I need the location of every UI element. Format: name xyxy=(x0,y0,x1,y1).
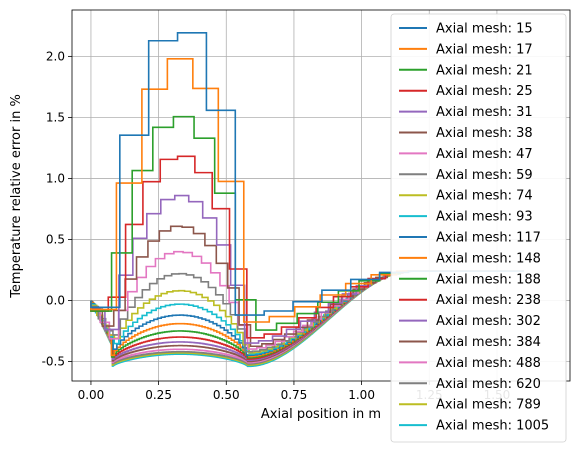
legend-label: Axial mesh: 31 xyxy=(436,105,533,120)
x-tick-label: 0.00 xyxy=(78,388,105,402)
plot-frame xyxy=(71,9,571,382)
legend-label: Axial mesh: 25 xyxy=(436,84,533,99)
legend-label: Axial mesh: 15 xyxy=(436,22,533,37)
x-tick-label: 1.00 xyxy=(348,388,375,402)
legend-label: Axial mesh: 384 xyxy=(436,335,541,350)
y-tick-label: 2.0 xyxy=(46,49,65,63)
legend-label: Axial mesh: 789 xyxy=(436,398,541,413)
legend-label: Axial mesh: 148 xyxy=(436,251,541,266)
y-tick-label: 1.0 xyxy=(46,171,65,185)
legend-label: Axial mesh: 21 xyxy=(436,63,533,78)
legend-label: Axial mesh: 488 xyxy=(436,356,541,371)
x-tick-label: 0.50 xyxy=(213,388,240,402)
y-axis-label: Temperature relative error in % xyxy=(9,94,24,299)
y-tick-label: 0.0 xyxy=(46,293,65,307)
legend-label: Axial mesh: 47 xyxy=(436,147,533,162)
legend-box xyxy=(390,13,567,443)
legend-label: Axial mesh: 17 xyxy=(436,42,533,57)
y-tick-label: 1.5 xyxy=(46,110,65,124)
y-tick-label: 0.5 xyxy=(46,232,65,246)
legend: Axial mesh: 15 Axial mesh: 17 Axial mesh: … xyxy=(390,13,567,443)
legend-label: Axial mesh: 117 xyxy=(436,231,541,246)
y-axis-ticks: -0.5 0.0 0.5 1.0 1.5 2.0 xyxy=(42,49,72,368)
legend-label: Axial mesh: 188 xyxy=(436,272,541,287)
legend-label: Axial mesh: 93 xyxy=(436,210,533,225)
legend-label: Axial mesh: 620 xyxy=(436,377,541,392)
legend-label: Axial mesh: 1005 xyxy=(436,419,549,434)
x-tick-label: 0.25 xyxy=(145,388,172,402)
y-tick-label: -0.5 xyxy=(42,354,65,368)
legend-label: Axial mesh: 59 xyxy=(436,168,533,183)
x-tick-label: 0.75 xyxy=(281,388,308,402)
legend-label: Axial mesh: 38 xyxy=(436,126,533,141)
legend-label: Axial mesh: 302 xyxy=(436,314,541,329)
legend-label: Axial mesh: 74 xyxy=(436,189,533,204)
legend-label: Axial mesh: 238 xyxy=(436,293,541,308)
x-axis-label: Axial position in m xyxy=(261,407,381,422)
